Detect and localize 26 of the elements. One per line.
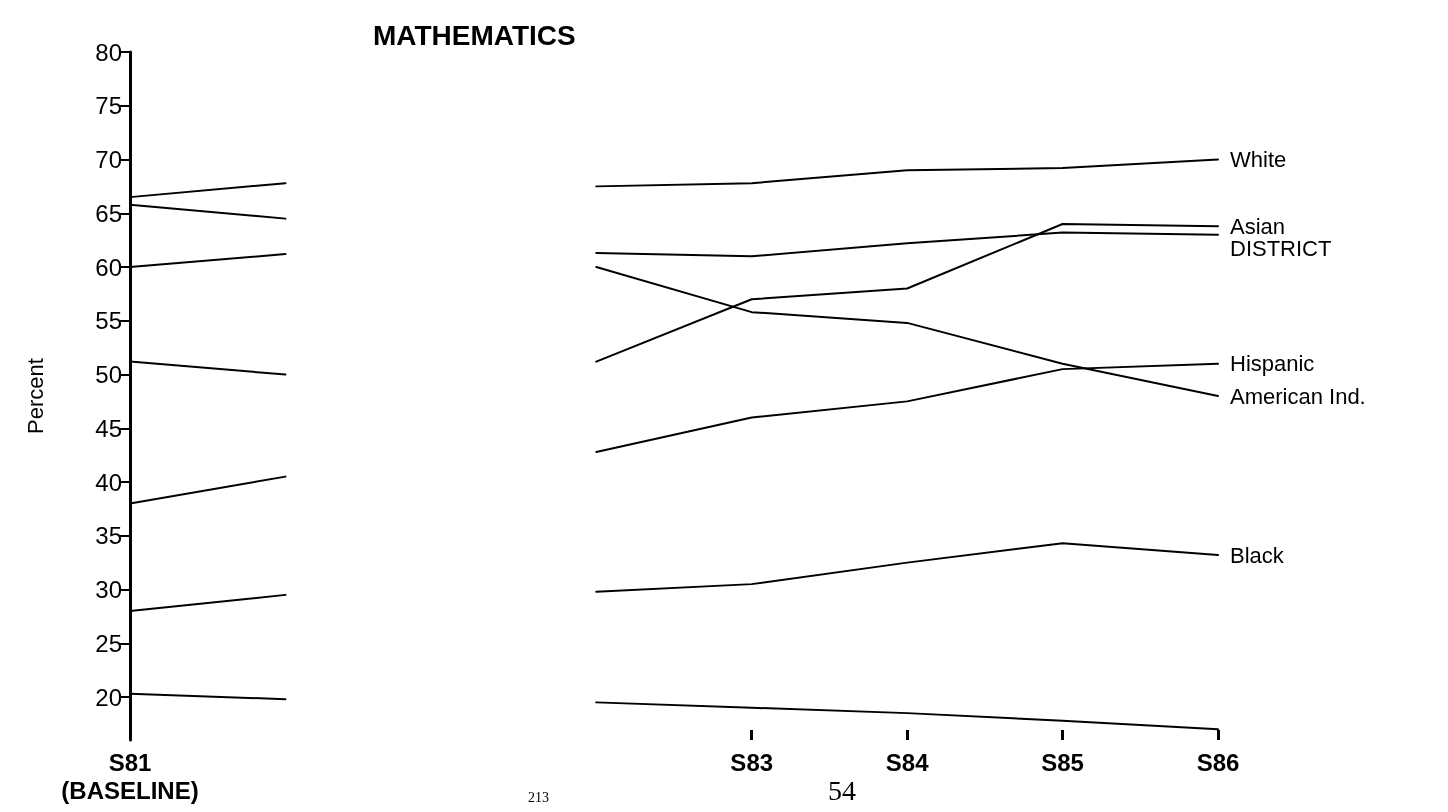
text: 54 xyxy=(828,774,856,806)
x-tick-label: S86 xyxy=(1196,748,1240,776)
x-tick-label: S85 xyxy=(1041,748,1084,776)
y-tick-label: 40 xyxy=(95,468,122,496)
y-tick-label: 75 xyxy=(95,92,122,120)
y-tick-label: 20 xyxy=(95,683,122,711)
series-label: American Ind. xyxy=(1230,383,1366,409)
y-tick-label: 45 xyxy=(95,414,122,442)
y-tick-label: 65 xyxy=(95,199,122,227)
series-label: White xyxy=(1230,147,1287,172)
y-tick-label: 80 xyxy=(95,38,122,66)
y-tick-label: 60 xyxy=(95,253,122,281)
y-tick-label: 25 xyxy=(95,629,122,657)
y-tick-label: 50 xyxy=(95,361,122,388)
y-tick-label: 55 xyxy=(95,307,122,335)
x-tick-label: S84 xyxy=(885,748,930,776)
x-tick-label: S81 (BASELINE) xyxy=(61,748,199,804)
x-tick-label: S83 xyxy=(730,748,774,776)
y-tick-label: 35 xyxy=(95,522,122,550)
y-tick-label: 70 xyxy=(95,146,122,173)
chart-title: MATHEMATICS xyxy=(373,19,576,51)
series-label: Hispanic xyxy=(1230,351,1315,377)
y-tick-label: 30 xyxy=(95,576,122,603)
series-label: Black xyxy=(1230,542,1285,568)
y-axis-title: Percent xyxy=(22,358,48,434)
text: 213 xyxy=(528,789,549,805)
